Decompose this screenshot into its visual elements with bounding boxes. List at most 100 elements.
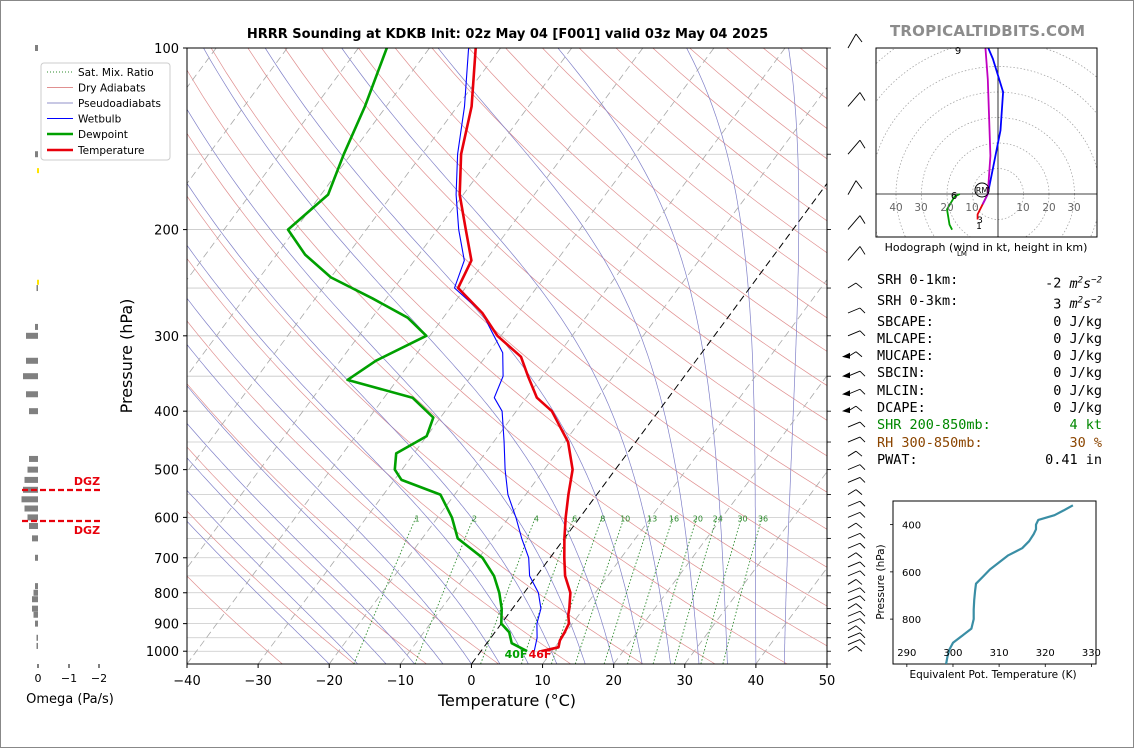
dry-adiabat: [358, 48, 827, 457]
skewt-xlabel: Temperature (°C): [437, 691, 576, 710]
temperature-tick-label: 10: [534, 674, 551, 689]
wind-barb-flag: [855, 33, 863, 43]
isotherm: [328, 48, 786, 664]
mixing-ratio-label: 24: [713, 514, 723, 523]
mixing-ratio-label: 36: [758, 514, 768, 523]
wind-barb-shaft: [847, 436, 861, 443]
hodograph-segment: [981, 48, 992, 205]
parameter-name: SHR 200-850mb:: [877, 417, 991, 434]
wind-barb-shaft: [847, 579, 857, 585]
temperature-tick-label: −40: [173, 674, 200, 689]
omega-bar-yellow: [37, 279, 39, 285]
omega-bar: [33, 611, 38, 618]
omega-bar-yellow: [37, 168, 39, 174]
theta-e-ytick-label: 600: [902, 568, 921, 579]
mixing-ratio-line: [520, 517, 575, 664]
hodo-ring-label: 20: [1042, 202, 1055, 214]
dry-adiabat: [394, 48, 827, 421]
unit-base: m: [1069, 296, 1078, 313]
dry-adiabat: [187, 258, 644, 664]
mixing-ratio-label: 2: [472, 514, 477, 523]
omega-bar: [35, 45, 38, 51]
pseudoadiabat: [783, 48, 800, 664]
wind-barb-flag: [855, 351, 863, 358]
dgz-label-top: DGZ: [74, 475, 100, 488]
hodo-height-label: 3: [977, 216, 983, 226]
wind-barb-shaft: [847, 476, 861, 483]
omega-bar: [32, 605, 38, 612]
profile-temperature: [456, 48, 574, 653]
omega-bar: [27, 466, 38, 473]
parameter-row: SHR 200-850mb: 4 kt: [877, 417, 1102, 434]
wind-barb-shaft: [847, 92, 861, 107]
theta-e-ytick-label: 400: [902, 521, 921, 532]
pressure-tick-label: 700: [154, 552, 179, 567]
wind-barb-flag: [859, 639, 866, 645]
isotherm: [187, 48, 288, 185]
temperature-tick-label: 0: [467, 674, 475, 689]
wind-barb-shaft: [847, 139, 861, 155]
hodo-ring-label: 30: [1067, 202, 1080, 214]
omega-panel: [21, 45, 39, 649]
parameter-row: MLCAPE: 0 J/kg: [877, 331, 1102, 348]
omega-bar: [36, 285, 38, 292]
wind-barb-flag: [855, 645, 863, 652]
omega-bar: [35, 323, 38, 330]
legend-label: Dry Adiabats: [78, 83, 146, 95]
pseudoadiabat: [437, 48, 700, 664]
parameter-name: SBCIN:: [877, 365, 926, 382]
pseudoadiabat: [187, 343, 472, 664]
hodo-height-label: 9: [955, 46, 961, 57]
wind-barb-shaft: [847, 610, 861, 617]
isotherm: [613, 375, 827, 664]
isotherm: [684, 471, 827, 664]
parameter-value: 4 kt: [1069, 417, 1102, 434]
wind-barb-flag: [859, 542, 866, 549]
temperature-tick-label: 50: [819, 674, 836, 689]
parameter-row: MUCAPE: 0 J/kg: [877, 348, 1102, 365]
wind-barb-shaft: [847, 33, 857, 49]
parameter-value: 0 J/kg: [1053, 313, 1102, 330]
wind-barb-shaft: [847, 639, 861, 646]
wind-barb-flag: [859, 632, 866, 639]
parameter-row: MLCIN: 0 J/kg: [877, 383, 1102, 400]
wind-barb-shaft: [847, 330, 861, 337]
unit-exponent: −2: [1091, 275, 1102, 285]
pseudoadiabat: [187, 520, 330, 664]
rm-marker: [974, 182, 990, 198]
omega-tick-label-2: −2: [91, 672, 107, 685]
wind-barb-flag: [859, 246, 866, 255]
isotherm: [542, 278, 827, 664]
wind-barb-flag: [859, 561, 866, 568]
pressure-tick-label: 300: [154, 330, 179, 345]
hodograph-segment: [981, 48, 1004, 205]
wind-barb-shaft: [847, 282, 857, 289]
parameter-name: MLCAPE:: [877, 330, 934, 347]
theta-e-xtick-label: 310: [990, 648, 1009, 659]
omega-bar: [35, 583, 38, 590]
mixing-ratio-line: [480, 517, 536, 664]
theta-e-ytick-label: 800: [902, 615, 921, 626]
pseudoadiabat: [187, 457, 387, 664]
dry-adiabat: [187, 69, 827, 647]
theta-e-ylabel: Pressure (hPa): [875, 544, 887, 619]
hodo-ring-label: 10: [1016, 202, 1029, 214]
omega-bar: [35, 620, 38, 627]
omega-bar: [21, 496, 38, 503]
pseudoadiabat: [187, 422, 415, 664]
pressure-tick-label: 900: [154, 618, 179, 633]
sounding-parameters: SRH 0-1km: -2 m2s−2 SRH 0-3km: 3 m2s−2 SBCAP…: [877, 272, 1102, 469]
wind-barb-flag: [859, 464, 866, 470]
parameter-value: 0 J/kg: [1053, 365, 1102, 382]
wind-barb-shaft: [847, 645, 857, 652]
wind-barb-flag: [859, 215, 866, 224]
omega-bar: [23, 486, 38, 493]
wind-barb-shaft: [847, 625, 857, 632]
lm-label: LM: [957, 250, 967, 258]
wind-barb-shaft: [847, 464, 861, 471]
omega-bar: [24, 476, 38, 483]
parameter-name: SRH 0-3km:: [877, 292, 959, 309]
parameter-value-number: 3: [1053, 296, 1070, 313]
surface-dewpoint-label: 40F: [505, 648, 528, 661]
